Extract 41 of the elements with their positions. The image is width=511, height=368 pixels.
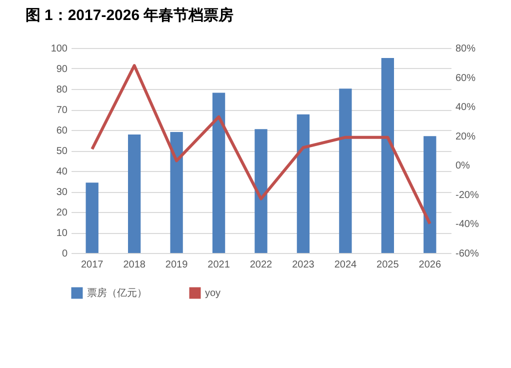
legend-label: 票房（亿元） (87, 287, 147, 299)
y2-tick-label: 20% (456, 131, 476, 142)
bar (339, 88, 352, 253)
x-tick-label: 2019 (165, 260, 188, 270)
y-tick-label: 80 (56, 84, 68, 96)
line-series (90, 64, 432, 226)
y2-tick-label: 60% (456, 72, 476, 84)
x-tick-label: 2021 (208, 260, 230, 270)
y-tick-label: 70 (56, 105, 68, 116)
y2-tick-label: -20% (456, 190, 479, 201)
bar (254, 129, 268, 253)
y-tick-label: 30 (56, 187, 68, 198)
bar (381, 58, 394, 253)
y-tick-label: 10 (56, 228, 68, 239)
y2-tick-label: 40% (456, 102, 476, 114)
y-tick-label: 50 (56, 146, 68, 157)
bar (212, 92, 226, 253)
legend-label: yoy (205, 288, 221, 299)
y2-tick-label: -40% (456, 219, 479, 230)
y-tick-label: 0 (62, 248, 68, 260)
bar (296, 114, 310, 253)
x-tick-label: 2018 (123, 260, 146, 270)
x-tick-label: 2024 (334, 260, 358, 270)
y2-tick-label: -60% (456, 248, 479, 260)
x-tick-label: 2022 (250, 260, 273, 270)
x-tick-label: 2017 (80, 260, 104, 270)
bar (424, 136, 436, 253)
bar (170, 132, 183, 253)
y-tick-label: 40 (56, 166, 68, 178)
y-tick-label: 20 (56, 208, 68, 218)
x-tick-label: 2025 (376, 260, 400, 270)
bar (86, 182, 98, 253)
x-tick-label: 2023 (292, 260, 315, 270)
y-tick-label: 60 (56, 126, 68, 136)
bar (128, 134, 141, 253)
chart-title: 图 1：2017-2026 年春节档票房 (25, 6, 234, 24)
y2-tick-label: 0% (456, 160, 470, 172)
y-tick-label: 100 (50, 44, 68, 54)
x-tick-label: 2026 (418, 260, 442, 270)
y2-tick-label: 80% (456, 44, 476, 54)
y-tick-label: 90 (56, 64, 68, 75)
